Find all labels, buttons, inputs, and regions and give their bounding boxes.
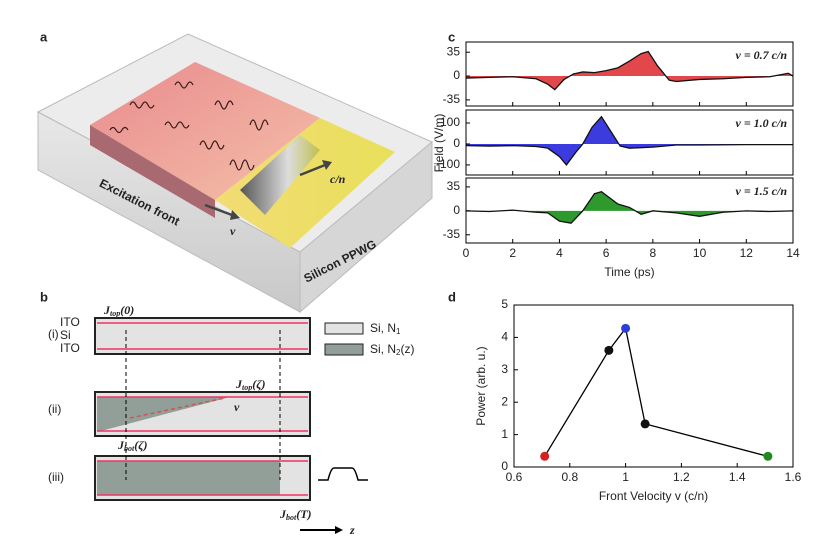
row-label: (ii)	[48, 402, 61, 416]
waveguide-diagram	[94, 317, 368, 534]
label: v	[230, 224, 236, 238]
text-part: Si, N	[370, 342, 396, 356]
annotation: v = 0.7 c/n	[736, 48, 788, 62]
x-tick-label: 8	[650, 246, 657, 260]
text-part: (0)	[120, 303, 134, 317]
row-ii	[94, 391, 311, 437]
line	[465, 190, 794, 224]
y-tick-label: -35	[443, 227, 461, 241]
x-axis-label: Front Velocity v (c/n)	[599, 489, 708, 503]
x-tick-label: 0.8	[561, 470, 578, 484]
annotation: v = 1.0 c/n	[736, 116, 788, 130]
x-tick-label: 1.6	[785, 470, 802, 484]
x-tick-label: 0.6	[506, 470, 523, 484]
y-tick-label: 0	[453, 68, 460, 82]
text-part: 1	[396, 327, 401, 336]
y-tick-label: 5	[501, 297, 508, 311]
legend-label: Si, N2(z)	[370, 342, 414, 357]
y-tick-label: 100	[440, 115, 460, 129]
x-tick-label: 1.4	[729, 470, 746, 484]
y-axis-label: Power (arb. u.)	[474, 346, 488, 425]
plot-frame	[465, 109, 794, 176]
plot-frame	[465, 41, 794, 107]
current-label: Jtop(ζ)	[235, 377, 266, 392]
y-tick-label: 4	[501, 330, 508, 344]
row-label: (iii)	[48, 470, 64, 484]
x-tick-label: 1.2	[673, 470, 690, 484]
y-tick-label: 35	[447, 44, 461, 58]
point	[604, 345, 614, 355]
y-tick-label: 0	[453, 203, 460, 217]
legend-label: Si, N1	[370, 321, 401, 336]
y-tick-label: 3	[501, 362, 508, 376]
line	[465, 115, 793, 166]
row-label: (i)	[48, 327, 59, 341]
x-tick-label: 14	[786, 246, 800, 260]
text-part: (ζ)	[252, 377, 265, 391]
text-part: top	[110, 309, 120, 318]
text-part: 2	[396, 348, 401, 357]
row-iii	[94, 455, 368, 501]
x-tick-label: 0	[463, 246, 470, 260]
row-i	[94, 317, 311, 355]
annotation: v = 1.5 c/n	[736, 184, 788, 198]
layer-label: ITO	[60, 315, 80, 329]
plot-frame	[513, 304, 794, 468]
y-axis-label: Field (V/m)	[432, 114, 446, 173]
x-tick-label: 10	[693, 246, 707, 260]
current-label: Jtop(0)	[103, 303, 134, 318]
point	[540, 451, 550, 461]
area-fill	[466, 51, 793, 90]
x-tick-label: 1	[622, 470, 629, 484]
text-part: (T)	[296, 507, 311, 521]
x-axis-label: Time (ps)	[604, 265, 654, 279]
y-tick-label: 35	[447, 179, 461, 193]
current-label: Jbot(T)	[279, 507, 312, 522]
y-tick-label: 2	[501, 394, 508, 408]
text-part: Si, N	[370, 321, 396, 335]
y-tick-label: -100	[436, 157, 460, 171]
velocity-label: v	[234, 400, 240, 414]
text-part: bot	[124, 444, 135, 453]
point	[640, 419, 650, 429]
panel-label: c	[448, 29, 455, 44]
panel-label: b	[40, 289, 48, 304]
layer-label: Si	[60, 328, 71, 342]
text-part: J	[117, 438, 125, 452]
x-tick-label: 6	[603, 246, 610, 260]
text-part: top	[242, 383, 252, 392]
y-tick-label: -35	[443, 92, 461, 106]
device-illustration: Excitation front v c/n Silicon PPWG	[36, 33, 433, 314]
point	[763, 451, 773, 461]
text-part: (z)	[400, 342, 414, 356]
layer-label: ITO	[60, 341, 80, 355]
text-part: (ζ)	[134, 438, 147, 452]
label: c/n	[330, 172, 346, 186]
text-part: bot	[286, 513, 297, 522]
axis-label: z	[349, 523, 355, 537]
point	[621, 323, 631, 333]
x-tick-label: 2	[509, 246, 516, 260]
y-tick-label: 1	[501, 427, 508, 441]
text-part: J	[235, 377, 243, 391]
x-tick-label: 4	[556, 246, 563, 260]
current-label: Jbot(ζ)	[117, 438, 148, 453]
line	[544, 326, 769, 457]
text-part: J	[103, 303, 111, 317]
line	[465, 50, 794, 91]
x-tick-label: 12	[740, 246, 754, 260]
panel-label: a	[40, 29, 48, 44]
text-part: J	[279, 507, 287, 521]
panel-label: d	[448, 289, 456, 304]
y-tick-label: 0	[501, 459, 508, 473]
y-tick-label: 0	[453, 136, 460, 150]
